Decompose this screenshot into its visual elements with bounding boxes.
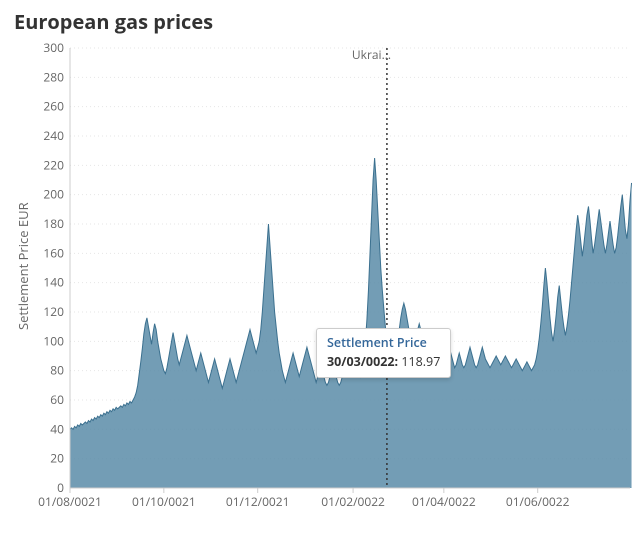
svg-text:280: 280 xyxy=(43,68,64,85)
chart-svg: 0204060801001201401601802002202402602803… xyxy=(0,38,643,537)
chart-area: 0204060801001201401601802002202402602803… xyxy=(0,38,643,537)
svg-text:200: 200 xyxy=(43,186,64,203)
svg-text:160: 160 xyxy=(43,244,64,261)
svg-text:140: 140 xyxy=(43,274,64,291)
svg-text:01/06/0022: 01/06/0022 xyxy=(506,493,570,510)
chart-title: European gas prices xyxy=(14,8,213,35)
svg-text:260: 260 xyxy=(43,98,64,115)
svg-text:40: 40 xyxy=(50,420,64,437)
svg-text:60: 60 xyxy=(50,391,64,408)
svg-text:120: 120 xyxy=(43,303,64,320)
svg-text:180: 180 xyxy=(43,215,64,232)
svg-text:01/12/0021: 01/12/0021 xyxy=(226,493,290,510)
chart-wrap: European gas prices Settlement Price EUR… xyxy=(0,0,643,537)
svg-text:80: 80 xyxy=(50,362,64,379)
svg-text:01/10/0021: 01/10/0021 xyxy=(132,493,196,510)
svg-text:220: 220 xyxy=(43,156,64,173)
svg-text:20: 20 xyxy=(50,450,64,467)
svg-text:01/08/0021: 01/08/0021 xyxy=(38,493,102,510)
event-label: Ukrai... xyxy=(352,46,391,63)
svg-text:300: 300 xyxy=(43,39,64,56)
svg-text:100: 100 xyxy=(43,332,64,349)
svg-text:240: 240 xyxy=(43,127,64,144)
svg-text:01/04/0022: 01/04/0022 xyxy=(412,493,476,510)
svg-text:01/02/0022: 01/02/0022 xyxy=(321,493,385,510)
